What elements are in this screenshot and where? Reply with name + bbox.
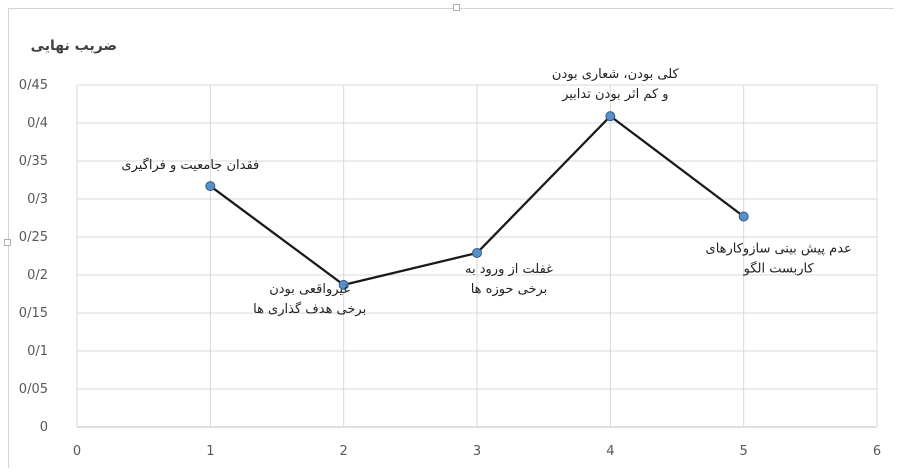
y-axis: 0 0/05 0/1 0/15 0/2 0/25 0/3 0/35 0/4 0/45 xyxy=(19,78,48,435)
data-label-3: برخی حوزه ها xyxy=(471,282,548,297)
data-label-4: کلی بودن، شعاری بودن xyxy=(552,67,680,82)
y-tick-label: 0/35 xyxy=(19,154,48,169)
y-axis-title: ضریب نهایی xyxy=(31,38,117,54)
y-tick-label: 0/45 xyxy=(19,78,48,93)
x-axis: 0 1 2 3 4 5 6 xyxy=(73,444,881,459)
data-point-5[interactable] xyxy=(739,212,748,221)
data-label-2: غیرواقعی بودن xyxy=(269,282,350,297)
data-label-3: غفلت از ورود به xyxy=(465,262,553,277)
y-tick-label: 0/05 xyxy=(19,382,48,397)
y-tick-label: 0/15 xyxy=(19,306,48,321)
data-label-4: و کم اثر بودن تدابیر xyxy=(561,87,669,102)
data-label-5: کاربست الگو xyxy=(743,260,815,276)
data-label-1: فقدان جامعیت و فراگیری xyxy=(121,157,259,173)
y-tick-label: 0 xyxy=(40,420,48,435)
x-tick-label: 4 xyxy=(606,444,614,459)
y-tick-label: 0/1 xyxy=(27,344,48,359)
x-tick-label: 0 xyxy=(73,444,81,459)
data-label-2: برخی هدف گذاری ها xyxy=(253,301,366,317)
y-tick-label: 0/4 xyxy=(27,116,48,131)
x-tick-label: 5 xyxy=(740,444,748,459)
x-tick-label: 1 xyxy=(206,444,214,459)
data-labels: فقدان جامعیت و فراگیری غیرواقعی بودن برخی … xyxy=(121,67,851,317)
data-point-1[interactable] xyxy=(206,182,215,191)
x-tick-label: 3 xyxy=(473,444,481,459)
x-tick-label: 2 xyxy=(340,444,348,459)
data-label-5: عدم پیش بینی سازوکارهای xyxy=(706,241,852,256)
y-tick-label: 0/25 xyxy=(19,230,48,245)
y-tick-label: 0/2 xyxy=(27,268,48,283)
data-point-3[interactable] xyxy=(473,248,482,257)
y-tick-label: 0/3 xyxy=(27,192,48,207)
data-point-4[interactable] xyxy=(606,112,615,121)
x-tick-label: 6 xyxy=(873,444,881,459)
